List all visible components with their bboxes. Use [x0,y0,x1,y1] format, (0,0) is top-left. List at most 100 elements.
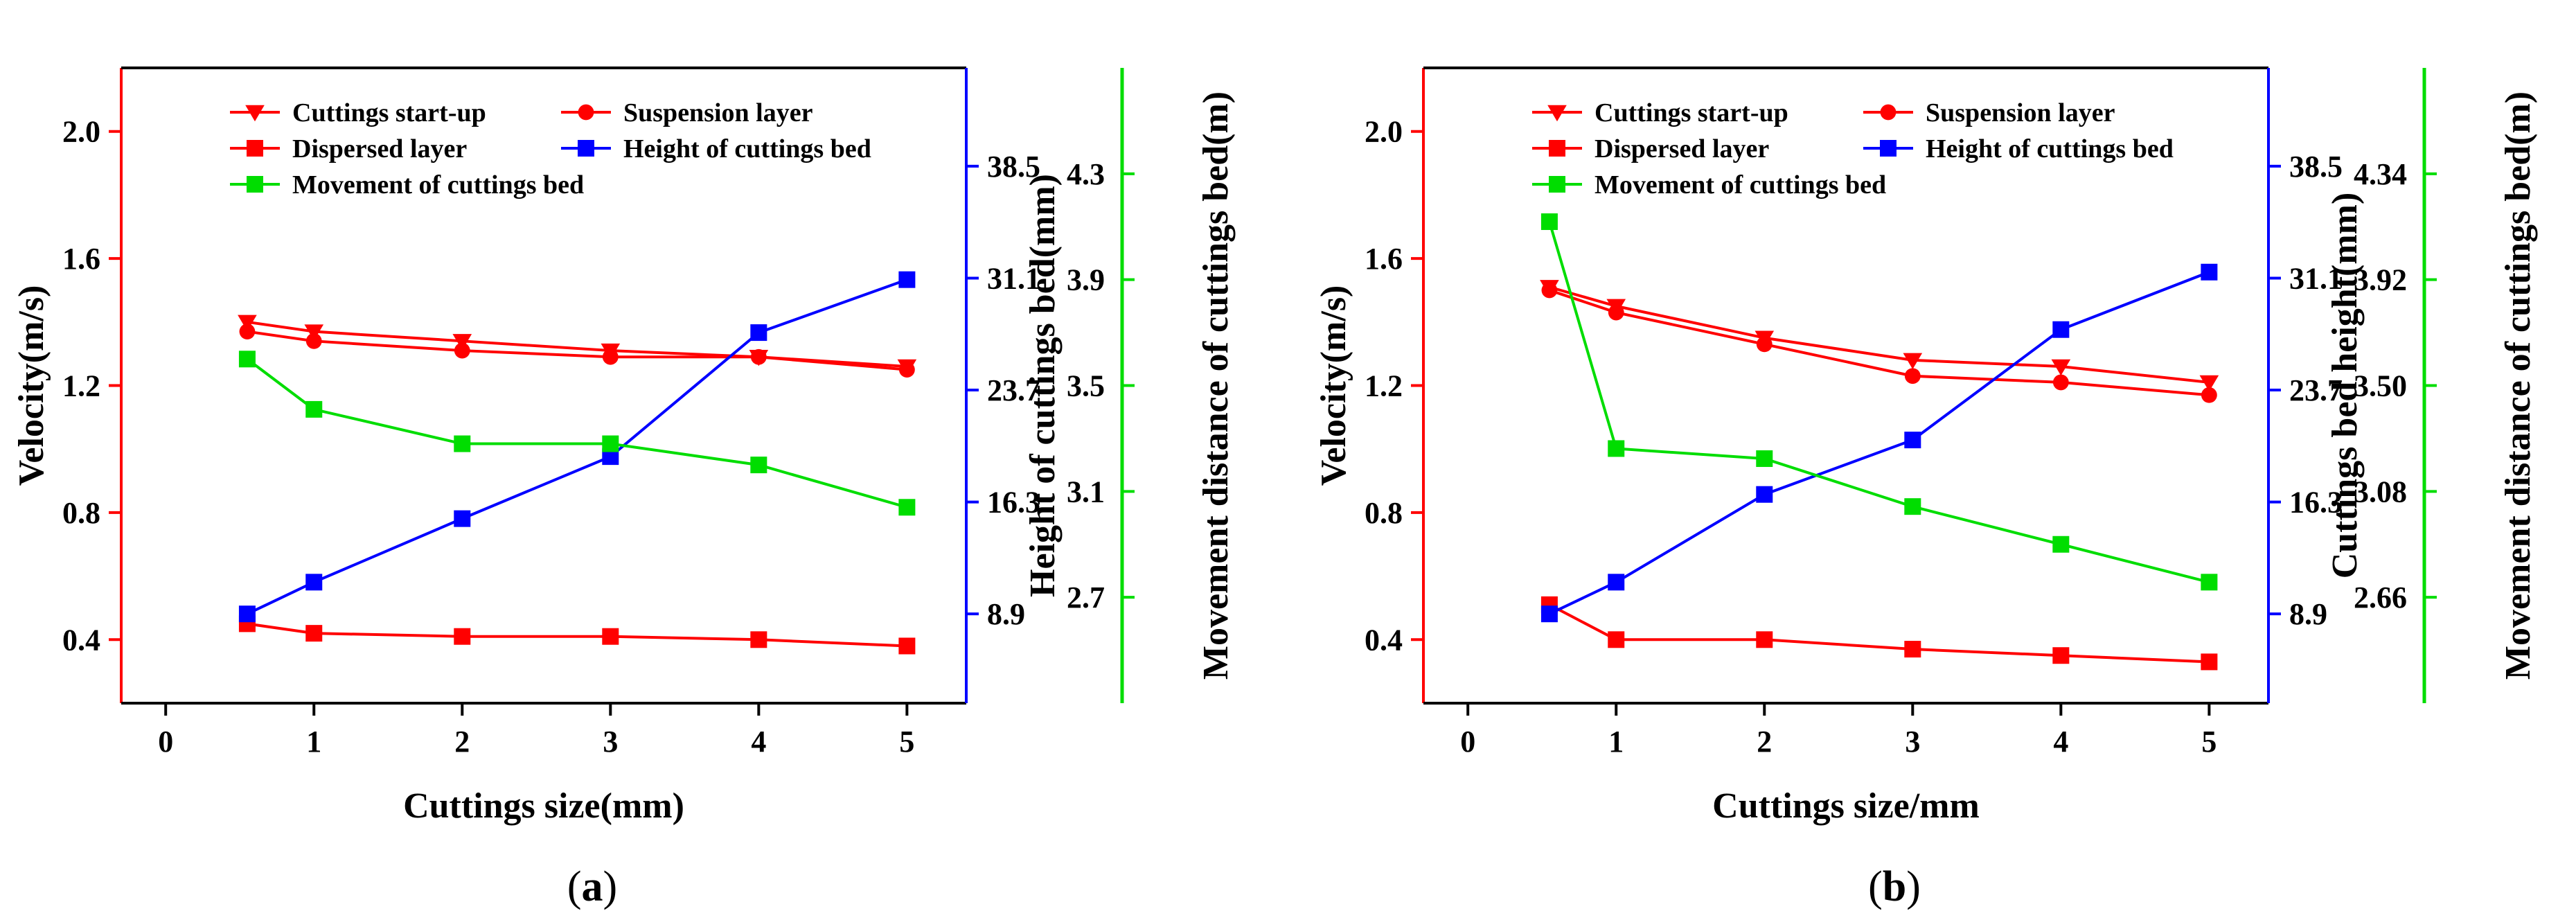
legend-label: Suspension layer [623,98,813,127]
caption-open: ( [567,863,582,910]
legend-marker [1549,140,1565,157]
data-point [2052,536,2070,553]
data-point [1540,605,1558,623]
data-point [898,499,916,516]
series-height-of-cuttings-bed [238,271,916,623]
data-point [2201,263,2218,281]
data-point [2051,359,2071,376]
data-point [2201,574,2218,591]
series-cuttings-start-up [238,315,917,376]
data-point [1608,440,1625,457]
data-point [454,628,471,645]
height-axis-label: Height of cuttings bed(mm) [1023,174,1063,597]
height-tick-label: 31.1 [2289,261,2343,295]
left-tick-label: 2.0 [62,115,100,149]
height-tick-label: 23.7 [2289,373,2343,407]
x-tick-label: 4 [2053,725,2068,759]
chart-panel-a: 0 1 2 3 4 5 0.4 0.8 1.2 1.6 2.0 8.9 16.3 23.7 31.1 38.5… [12,67,1236,910]
x-tick-label: 1 [1608,725,1624,759]
data-point [898,637,916,655]
caption-close: ) [1906,863,1921,910]
data-point [602,348,619,365]
legend-label: Dispersed layer [292,134,467,163]
caption-close: ) [603,863,618,910]
data-point [1904,432,1921,449]
data-point [1756,336,1773,353]
movement-tick-label: 4.34 [2354,157,2407,191]
height-tick-label: 23.7 [987,373,1040,407]
legend-label: Height of cuttings bed [1926,134,2174,163]
left-tick-label: 2.0 [1365,115,1403,149]
panel-caption: (a) [567,863,617,910]
series-line [1549,285,2210,384]
data-point [1608,631,1625,648]
legend-marker [247,140,263,157]
data-point [1608,304,1624,321]
panel-caption: (b) [1868,863,1921,910]
legend-marker [245,105,265,122]
left-tick-label: 1.6 [1365,242,1403,276]
left-tick-label: 1.2 [62,369,100,403]
data-point [750,324,767,342]
data-point [2052,647,2070,664]
data-point [898,271,916,288]
height-tick-label: 38.5 [987,150,1040,184]
data-point [1903,353,1923,370]
series-line [247,330,907,371]
legend-marker [1549,176,1565,193]
x-tick-label: 3 [1905,725,1920,759]
series-height-of-cuttings-bed [1540,263,2218,623]
data-point [305,574,323,591]
series-movement-of-cuttings-bed [238,351,916,516]
left-tick-label: 0.8 [62,496,100,530]
data-point [238,351,256,368]
data-point [1904,641,1921,658]
x-tick-label: 5 [899,725,914,759]
caption-open: ( [1868,863,1883,910]
data-point [1756,486,1773,503]
x-tick-label: 0 [1460,725,1475,759]
x-tick-label: 5 [2201,725,2217,759]
movement-tick-label: 4.3 [1067,157,1105,191]
x-tick-label: 2 [454,725,470,759]
data-point [454,510,471,527]
height-tick-label: 38.5 [2289,150,2343,184]
legend-marker [1880,104,1897,121]
data-point [2052,321,2070,338]
series-line [1548,221,2210,584]
series-line [1549,603,2210,664]
data-point [238,315,257,331]
data-point [305,625,323,642]
legend-label: Dispersed layer [1595,134,1769,163]
height-tick-label: 31.1 [987,261,1040,295]
data-point [454,435,471,452]
series-line [247,622,907,648]
data-point [1608,574,1625,591]
data-point [1756,450,1773,468]
movement-tick-label: 2.66 [2354,581,2407,614]
caption-letter: b [1883,863,1906,910]
legend-label: Suspension layer [1926,98,2115,127]
data-point [304,324,324,341]
legend-label: Height of cuttings bed [623,134,871,163]
data-point [454,342,470,359]
legend-label: Movement of cuttings bed [292,170,584,200]
data-point [1541,282,1558,299]
series-cuttings-start-up [1540,280,2219,392]
data-point [602,435,619,452]
data-point [2052,374,2069,391]
data-point [305,333,322,349]
left-tick-label: 0.8 [1365,496,1403,530]
left-tick-label: 1.6 [62,242,100,276]
chart-panel-b: 0 1 2 3 4 5 0.4 0.8 1.2 1.6 2.0 8.9 16.3 23.7 31.1 38.5… [1314,67,2538,910]
caption-letter: a [582,863,603,910]
series-line [246,357,907,509]
series-suspension-layer [239,324,915,378]
series-line [1549,270,2210,615]
data-point [2201,653,2218,671]
data-point [750,457,767,474]
movement-tick-label: 3.92 [2354,263,2407,297]
legend-marker [247,176,263,193]
legend-label: Cuttings start-up [1595,98,1788,127]
series-line [1549,289,2210,397]
